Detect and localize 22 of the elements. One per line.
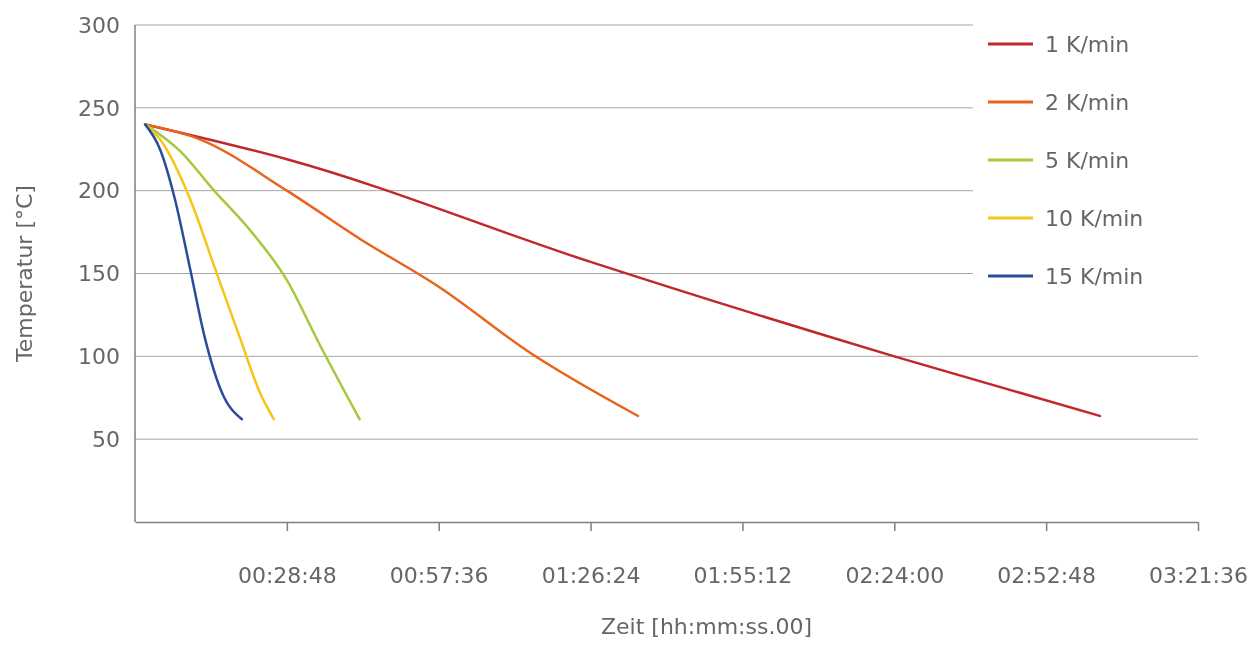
x-tick-label: 00:28:48 bbox=[237, 562, 337, 588]
y-tick-label: 200 bbox=[78, 178, 120, 204]
x-axis-title: Zeit [hh:mm:ss.00] bbox=[601, 614, 812, 639]
x-tick-label: 02:24:00 bbox=[845, 562, 945, 588]
y-tick-label: 150 bbox=[78, 261, 120, 287]
legend-label: 5 K/min bbox=[1045, 147, 1130, 173]
x-tick-label: 00:57:36 bbox=[389, 562, 489, 588]
y-tick-label: 250 bbox=[78, 95, 120, 121]
line-series bbox=[143, 123, 244, 421]
x-tick-label: 03:21:36 bbox=[1149, 562, 1248, 588]
legend-label: 10 K/min bbox=[1045, 205, 1144, 231]
x-tick-label: 01:55:12 bbox=[693, 562, 793, 588]
legend-label: 15 K/min bbox=[1045, 263, 1144, 289]
y-tick-label: 300 bbox=[78, 12, 120, 38]
x-tick-label: 02:52:48 bbox=[997, 562, 1097, 588]
legend-label: 2 K/min bbox=[1045, 89, 1130, 115]
y-axis-title: Temperatur [°C] bbox=[12, 185, 37, 363]
x-tick-label: 01:26:24 bbox=[541, 562, 641, 588]
legend-label: 1 K/min bbox=[1045, 31, 1130, 57]
line-series bbox=[143, 123, 640, 418]
y-tick-label: 50 bbox=[92, 426, 120, 452]
y-tick-label: 100 bbox=[78, 344, 120, 370]
